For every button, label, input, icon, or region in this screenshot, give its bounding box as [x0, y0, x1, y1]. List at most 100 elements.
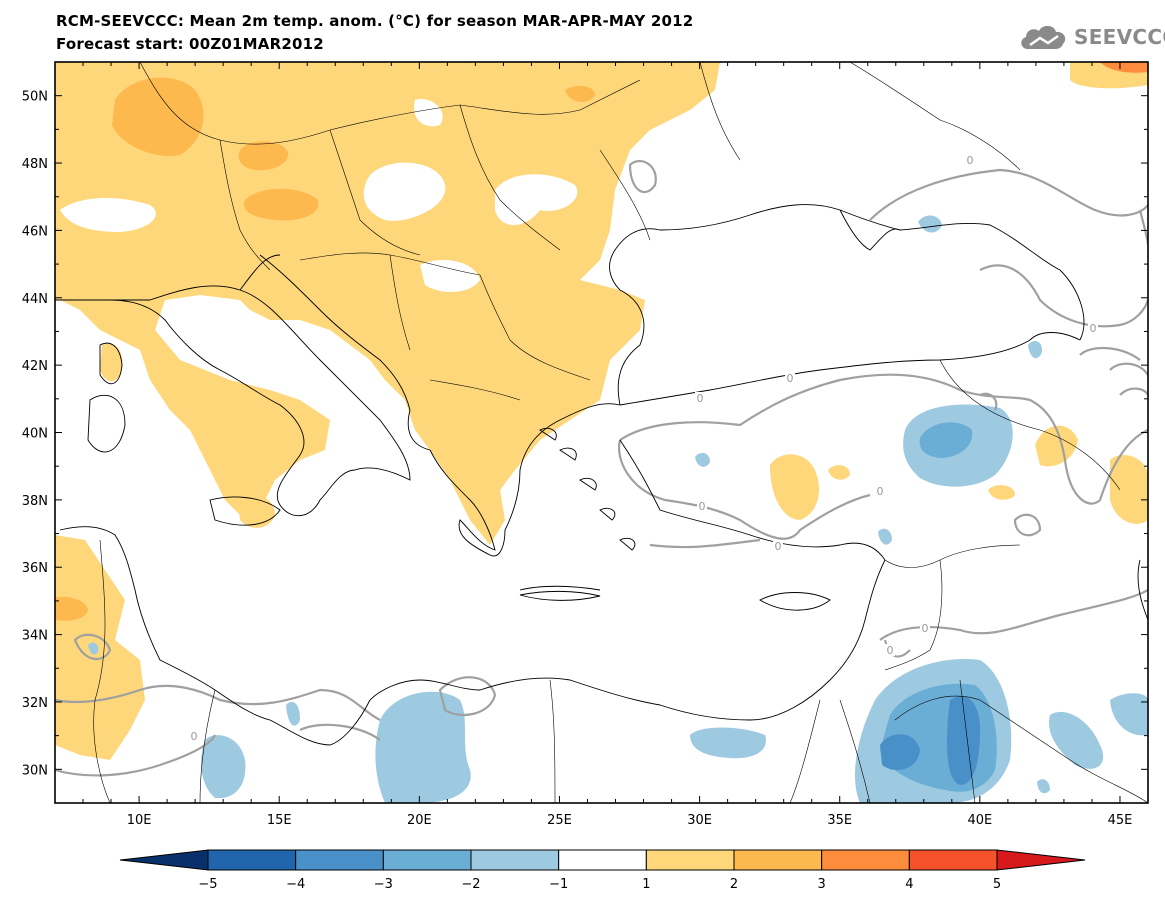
warm-anomaly-anatolia — [828, 465, 850, 480]
warm-anomaly-strong — [244, 188, 319, 221]
cold-anomaly-libya — [375, 691, 471, 803]
warm-anomaly-strong — [565, 85, 595, 102]
lat-tick-label: 44N — [22, 292, 48, 307]
cold-anomaly-saudi — [1110, 693, 1148, 736]
contour-label: 0 — [775, 540, 782, 553]
cold-anomaly-libya — [201, 735, 246, 799]
lat-tick-label: 32N — [22, 696, 48, 711]
warm-anomaly-anatolia — [1035, 425, 1078, 467]
contour-label-bg — [785, 372, 795, 384]
cold-anomaly-small — [878, 528, 892, 545]
cold-anomaly-small — [88, 642, 99, 655]
coastlines — [55, 204, 1148, 746]
lon-tick-label: 40E — [967, 813, 992, 828]
cold-anomaly-arabia-core — [947, 696, 980, 785]
cold-anomaly-small — [695, 452, 710, 467]
lat-tick-label: 42N — [22, 359, 48, 374]
cold-anomaly-small — [1037, 779, 1050, 794]
contour-label: 0 — [191, 730, 198, 743]
contour-label-bg — [1088, 322, 1098, 334]
colorbar-tick-label: −5 — [198, 877, 217, 892]
cold-anomaly-small — [286, 701, 300, 726]
contour-label: 0 — [922, 622, 929, 635]
colorbar-tick-label: −4 — [286, 877, 305, 892]
logo-text: SEEVCCC — [1074, 25, 1165, 49]
colorbar-segment — [295, 849, 384, 871]
colorbar: −5 −4 −3 −2 −1 1 2 3 4 5 — [119, 849, 1086, 892]
lat-tick-label: 50N — [22, 90, 48, 105]
warm-anomaly-anatolia — [988, 485, 1015, 500]
warm-anomaly-strong — [112, 77, 204, 156]
contour-label-bg — [965, 154, 975, 166]
colorbar-segment — [645, 849, 735, 871]
contour-label-bg — [189, 730, 199, 742]
cold-anomaly-small — [1028, 340, 1043, 359]
warm-anomaly-anatolia — [770, 454, 820, 520]
colorbar-high-arrow — [996, 849, 1086, 871]
contour-label-bg — [885, 644, 895, 656]
lon-tick-label: 45E — [1108, 813, 1133, 828]
forecast-start-label: Forecast start: 00Z01MAR2012 — [56, 35, 324, 53]
cold-anomaly-saudi — [1049, 711, 1104, 769]
anomaly-fields — [55, 62, 1148, 803]
colorbar-segment — [908, 849, 998, 871]
warm-anomaly-strong — [238, 141, 289, 171]
cold-anomaly-anatolia-core — [919, 422, 973, 458]
contour-label: 0 — [697, 392, 704, 405]
seevccc-logo: SEEVCCC — [1018, 22, 1165, 52]
contour-label-bg — [697, 500, 707, 512]
lat-tick-label: 38N — [22, 494, 48, 509]
anomaly-hole — [420, 260, 480, 292]
colorbar-low-arrow — [119, 849, 209, 871]
colorbar-tick-label: 2 — [730, 877, 738, 892]
lon-tick-label: 10E — [127, 813, 152, 828]
anomaly-hole — [414, 99, 443, 127]
lon-tick-label: 25E — [547, 813, 572, 828]
warm-anomaly-strong — [55, 596, 88, 621]
lon-tick-label: 20E — [407, 813, 432, 828]
zero-contours — [55, 160, 1148, 777]
borders — [93, 62, 1148, 803]
contour-label: 0 — [699, 500, 706, 513]
contour-label: 0 — [967, 154, 974, 167]
colorbar-tick-label: −2 — [461, 877, 480, 892]
lat-tick-label: 34N — [22, 629, 48, 644]
lat-tick-label: 36N — [22, 561, 48, 576]
contour-label-bg — [773, 540, 783, 552]
contour-label-bg — [920, 622, 930, 634]
anomaly-hole — [60, 198, 156, 232]
colorbar-tick-label: 4 — [905, 877, 913, 892]
warm-anomaly-corsica — [100, 343, 123, 382]
contour-label: 0 — [1090, 322, 1097, 335]
anomaly-hole — [495, 174, 578, 225]
contour-label: 0 — [787, 372, 794, 385]
map-axes: 50N 48N 46N 44N 42N 40N 38N 36N 34N 32N 30N 10E 15E 2… — [22, 61, 1148, 828]
contour-label: 0 — [887, 644, 894, 657]
lon-tick-label: 30E — [687, 813, 712, 828]
colorbar-segment — [470, 849, 560, 871]
warm-anomaly-hot — [1100, 62, 1148, 73]
lat-tick-label: 30N — [22, 763, 48, 778]
colorbar-tick-label: −3 — [374, 877, 393, 892]
contour-labels: 0 0 0 0 0 0 0 0 0 0 — [189, 154, 1098, 743]
colorbar-segment — [207, 849, 297, 871]
colorbar-segment — [382, 849, 472, 871]
map-title: RCM-SEEVCCC: Mean 2m temp. anom. (°C) fo… — [56, 12, 694, 30]
cold-anomaly-arabia-core — [880, 734, 920, 770]
anomaly-hole — [363, 162, 446, 221]
lat-tick-label: 40N — [22, 427, 48, 442]
colorbar-tick-label: 5 — [993, 877, 1001, 892]
contour-label: 0 — [877, 485, 884, 498]
contour-label-bg — [875, 485, 885, 497]
cold-anomaly-egypt — [690, 727, 766, 759]
colorbar-segment — [733, 849, 823, 871]
warm-anomaly-tunisia — [55, 535, 145, 760]
colorbar-tick-label: 3 — [818, 877, 826, 892]
contour-label-bg — [695, 392, 705, 404]
lon-tick-label: 35E — [827, 813, 852, 828]
colorbar-segment — [558, 849, 647, 871]
warm-anomaly-sicily — [238, 495, 275, 528]
lat-tick-label: 46N — [22, 224, 48, 239]
colorbar-tick-label: −1 — [549, 877, 568, 892]
